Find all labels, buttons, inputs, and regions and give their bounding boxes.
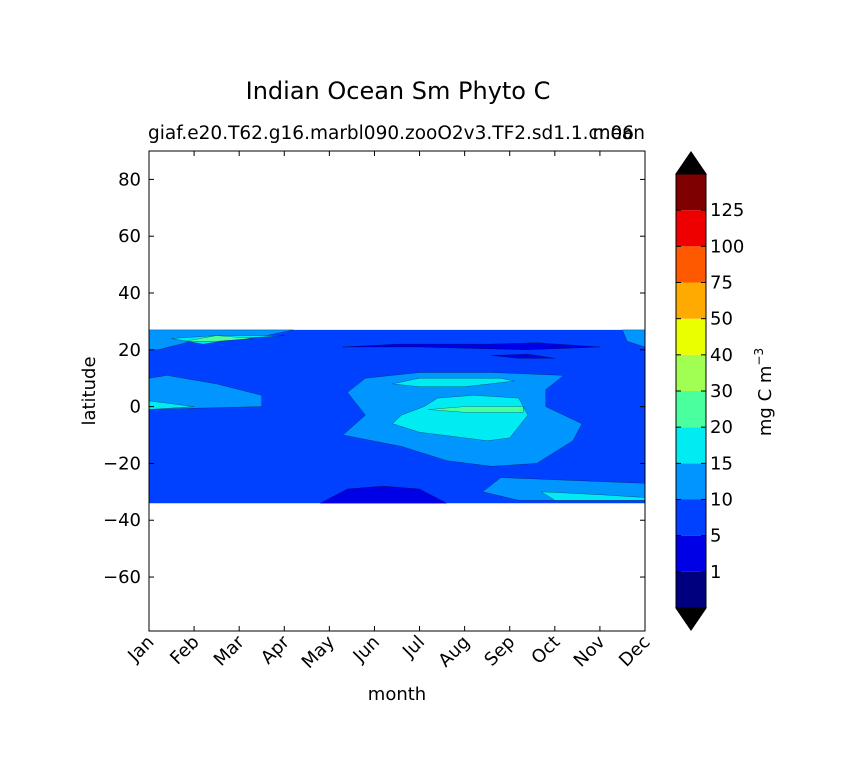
colorbar-tick-label: 125 xyxy=(710,200,744,221)
x-axis-label: month xyxy=(368,684,426,705)
contour-region-1-5 xyxy=(320,485,447,504)
colorbar-extend-min xyxy=(675,607,707,631)
x-tick-label: Mar xyxy=(210,631,249,670)
y-tick-label: −40 xyxy=(103,510,141,531)
colorbar-band xyxy=(676,318,706,355)
colorbar-tick-label: 1 xyxy=(710,562,721,583)
colorbar-band xyxy=(676,210,706,247)
y-tick-label: 40 xyxy=(118,283,141,304)
contour-region-15-20 xyxy=(540,491,645,501)
colorbar xyxy=(675,151,707,631)
contour-region-20-30 xyxy=(185,335,253,342)
chart-subtitle-right: mean xyxy=(593,123,645,144)
contour-region-10-15 xyxy=(149,375,262,410)
colorbar-tick-label: 100 xyxy=(710,236,744,257)
colorbar-label: mg C m−3 xyxy=(752,348,776,436)
colorbar-tick-label: 5 xyxy=(710,526,721,547)
plot-area xyxy=(149,329,645,504)
x-tick-label: Oct xyxy=(527,632,564,669)
colorbar-tick-label: 10 xyxy=(710,490,733,511)
colorbar-band xyxy=(676,571,706,608)
contour-region-15-20 xyxy=(392,378,515,387)
contour-regions xyxy=(149,329,645,504)
y-tick-label: 80 xyxy=(118,169,141,190)
colorbar-band xyxy=(676,463,706,500)
y-tick-label: 60 xyxy=(118,226,141,247)
x-tick-label: Feb xyxy=(166,632,203,669)
x-tick-label: Nov xyxy=(570,631,610,671)
x-tick-label: Jul xyxy=(398,632,429,663)
x-tick-label: Apr xyxy=(257,631,294,668)
y-tick-label: 20 xyxy=(118,340,141,361)
y-axis-ticks: 80 60 40 20 0 −20 −40 −60 xyxy=(103,169,645,588)
y-tick-label: −20 xyxy=(103,453,141,474)
colorbar-outline xyxy=(675,151,707,631)
colorbar-tick-label: 75 xyxy=(710,273,733,294)
colorbar-tick-label: 20 xyxy=(710,417,733,438)
chart-title: Indian Ocean Sm Phyto C xyxy=(246,77,551,105)
colorbar-band xyxy=(676,174,706,211)
contour-region-15-20 xyxy=(149,400,195,410)
y-axis-label: latitude xyxy=(79,356,100,425)
colorbar-band xyxy=(676,499,706,536)
colorbar-band xyxy=(676,427,706,464)
contour-region-10-15 xyxy=(622,329,645,348)
colorbar-tick-label: 15 xyxy=(710,453,733,474)
colorbar-tick-label: 50 xyxy=(710,309,733,330)
colorbar-band xyxy=(676,535,706,572)
y-tick-label: 0 xyxy=(130,397,141,418)
x-tick-label: Jan xyxy=(123,632,158,667)
colorbar-band xyxy=(676,354,706,391)
x-tick-label: Aug xyxy=(434,632,474,672)
contour-region-1-5 xyxy=(342,342,600,351)
colorbar-band xyxy=(676,391,706,428)
chart-subtitle-left: giaf.e20.T62.g16.marbl090.zooO2v3.TF2.sd… xyxy=(148,123,634,144)
colorbar-tick-label: 40 xyxy=(710,345,733,366)
contour-region-20-30 xyxy=(428,406,524,413)
colorbar-extend-max xyxy=(675,151,707,175)
x-tick-label: Sep xyxy=(480,632,519,671)
colorbar-tick-label: 30 xyxy=(710,381,733,402)
x-tick-label: Dec xyxy=(615,632,654,671)
x-tick-label: Jun xyxy=(349,632,384,667)
colorbar-band xyxy=(676,282,706,319)
y-tick-label: −60 xyxy=(103,567,141,588)
x-tick-label: May xyxy=(298,631,339,672)
contour-region-1-5 xyxy=(491,353,555,359)
colorbar-band xyxy=(676,246,706,283)
plot-frame xyxy=(148,150,646,632)
